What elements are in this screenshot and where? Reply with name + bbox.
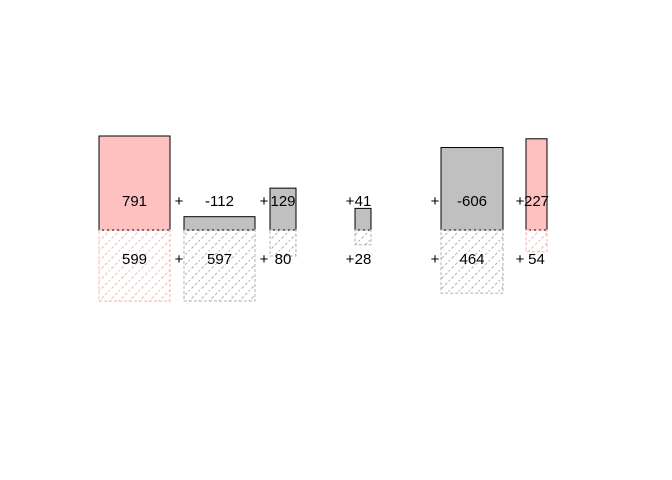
top-value-label-2: 129 bbox=[270, 193, 295, 210]
top-bar-1 bbox=[183, 216, 256, 231]
top-value-label-4: -606 bbox=[457, 193, 487, 210]
top-value-label-1: -112 bbox=[205, 193, 234, 210]
top-plus-sign-1: + bbox=[260, 193, 269, 210]
bottom-value-label-1: 597 bbox=[207, 251, 232, 268]
top-bar-0 bbox=[98, 135, 171, 231]
bottom-plus-sign-3: + bbox=[431, 251, 440, 268]
bottom-bar-1 bbox=[183, 229, 256, 302]
top-bar-4 bbox=[440, 147, 504, 231]
bars-layer bbox=[98, 135, 548, 302]
bottom-bar-3 bbox=[354, 229, 372, 246]
bottom-bar-4 bbox=[440, 229, 504, 294]
bottom-value-label-5: 54 bbox=[528, 251, 545, 268]
top-bar-5 bbox=[525, 138, 548, 231]
top-bar-3 bbox=[354, 207, 372, 231]
top-value-label-5: 227 bbox=[524, 193, 549, 210]
bottom-value-label-0: 599 bbox=[122, 251, 147, 268]
bottom-value-label-3: 28 bbox=[355, 251, 372, 268]
bottom-plus-sign-4: + bbox=[516, 251, 525, 268]
top-value-label-3: 41 bbox=[355, 193, 372, 210]
bottom-value-label-4: 464 bbox=[459, 251, 484, 268]
bottom-plus-sign-0: + bbox=[175, 251, 184, 268]
bottom-value-label-2: 80 bbox=[275, 251, 292, 268]
bottom-plus-sign-1: + bbox=[260, 251, 269, 268]
bottom-plus-sign-2: + bbox=[346, 251, 355, 268]
bottom-bar-0 bbox=[98, 229, 171, 302]
top-plus-sign-2: + bbox=[346, 193, 355, 210]
bottom-bar-5 bbox=[525, 229, 548, 253]
top-bar-2 bbox=[269, 187, 297, 231]
top-plus-sign-3: + bbox=[431, 193, 440, 210]
bottom-bar-2 bbox=[269, 229, 297, 257]
top-plus-sign-0: + bbox=[175, 193, 184, 210]
top-plus-sign-4: + bbox=[516, 193, 525, 210]
top-value-label-0: 791 bbox=[122, 193, 147, 210]
